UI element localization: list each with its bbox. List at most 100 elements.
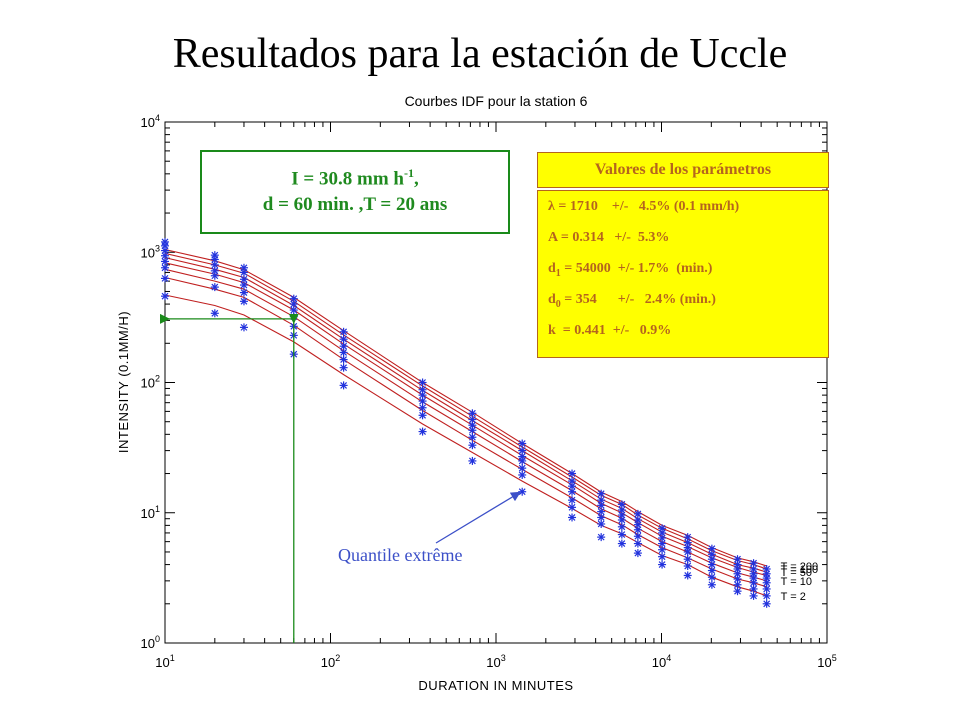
- observed-point: [239, 281, 248, 290]
- observed-point: [518, 439, 527, 448]
- parameters-header: Valores de los parámetros: [537, 152, 829, 188]
- observed-point: [418, 403, 427, 412]
- observed-point: [568, 469, 577, 478]
- observed-point: [749, 578, 758, 587]
- observed-point: [339, 355, 348, 364]
- observed-point: [658, 552, 667, 561]
- observed-point: [633, 532, 642, 541]
- observed-point: [518, 470, 527, 479]
- parameter-row: d1 = 54000 +/- 1.7% (min.): [548, 259, 828, 290]
- observed-point: [518, 487, 527, 496]
- observed-point: [568, 496, 577, 505]
- parameter-symbol: k: [548, 323, 556, 338]
- observed-point: [468, 426, 477, 435]
- slide-title: Resultados para la estación de Uccle: [172, 31, 788, 77]
- parameter-subscript: 1: [555, 267, 561, 279]
- observed-point: [683, 562, 692, 571]
- observed-point: [210, 260, 219, 269]
- observed-point: [597, 501, 606, 510]
- observed-point: [518, 456, 527, 465]
- observed-point: [762, 578, 771, 587]
- observed-point: [597, 533, 606, 542]
- observed-point: [658, 545, 667, 554]
- observed-point: [597, 519, 606, 528]
- observed-point: [683, 547, 692, 556]
- quantile-annotation: Quantile extrême: [338, 545, 463, 565]
- x-tick-label: 101: [155, 653, 174, 670]
- curve-legend-label: T = 10: [781, 576, 812, 588]
- observed-point: [239, 288, 248, 297]
- parameter-subscript: 0: [555, 298, 561, 310]
- curve-legend-label: T = 50: [781, 567, 812, 579]
- observed-point: [683, 555, 692, 564]
- curve-legend-label: T = 2: [781, 591, 806, 603]
- observed-point: [617, 511, 626, 520]
- observed-point: [339, 381, 348, 390]
- idf-curve: [164, 257, 767, 573]
- observed-point: [733, 587, 742, 596]
- observed-point: [210, 309, 219, 318]
- observed-point: [339, 342, 348, 351]
- observed-point: [617, 500, 626, 509]
- parameter-symbol: A: [548, 230, 558, 245]
- curve-legend-label: T = 100: [781, 564, 818, 576]
- parameter-value: = 0.441 +/- 0.9%: [555, 323, 672, 338]
- observed-point: [239, 268, 248, 277]
- observed-point: [239, 297, 248, 306]
- observed-point: [161, 251, 169, 260]
- idf-curve: [164, 262, 767, 577]
- observed-point: [239, 323, 248, 332]
- observed-point: [518, 464, 527, 473]
- intensity-comma: ,: [413, 168, 419, 190]
- observed-point: [468, 456, 477, 465]
- observed-point: [762, 584, 771, 593]
- x-axis-label: DURATION IN MINUTES: [418, 678, 573, 693]
- observed-point: [633, 549, 642, 558]
- idf-curve: [164, 248, 767, 567]
- observed-point: [707, 544, 716, 553]
- parameter-row: λ = 1710 +/- 4.5% (0.1 mm/h): [548, 197, 828, 228]
- idf-curves: [164, 248, 767, 597]
- parameter-symbol: d: [548, 292, 556, 307]
- observed-point: [161, 246, 169, 255]
- parameter-row: k = 0.441 +/- 0.9%: [548, 321, 828, 352]
- observed-point: [749, 591, 758, 600]
- intensity-exponent: -1: [403, 166, 414, 180]
- parameter-symbol: λ: [548, 199, 555, 214]
- parameter-value: = 1710 +/- 4.5% (0.1 mm/h): [554, 199, 740, 214]
- x-tick-label: 105: [817, 653, 836, 670]
- parameter-value: = 354 +/- 2.4% (min.): [560, 292, 716, 307]
- y-axis-label: INTENSITY (0.1MM/H): [116, 311, 131, 453]
- observed-point: [617, 539, 626, 548]
- x-tick-label: 102: [321, 653, 340, 670]
- observed-point: [762, 599, 771, 608]
- x-tick-label: 103: [486, 653, 505, 670]
- observed-point: [633, 539, 642, 548]
- y-tick-label: 100: [141, 634, 160, 651]
- y-tick-label: 101: [141, 504, 160, 521]
- observed-point: [617, 515, 626, 524]
- observed-point: [339, 363, 348, 372]
- x-tick-label: 104: [652, 653, 671, 670]
- observed-point: [707, 573, 716, 582]
- observed-point: [568, 487, 577, 496]
- example-duration-period: d = 60 min. ,T = 20 ans: [262, 194, 448, 216]
- idf-curve: [164, 276, 767, 588]
- idf-curve: [164, 252, 767, 570]
- curve-legend-label: T = 200: [781, 561, 818, 573]
- parameters-box: λ = 1710 +/- 4.5% (0.1 mm/h) A = 0.314 +/…: [537, 190, 829, 358]
- example-reading-box: I = 30.8 mm h-1, d = 60 min. ,T = 20 ans: [200, 150, 510, 234]
- observed-point: [418, 391, 427, 400]
- observed-point: [617, 530, 626, 539]
- observed-point: [418, 411, 427, 420]
- parameter-value: = 0.314 +/- 5.3%: [557, 230, 670, 245]
- observed-point: [707, 580, 716, 589]
- y-tick-label: 103: [141, 243, 160, 260]
- parameter-symbol: d: [548, 261, 556, 276]
- observed-point: [568, 477, 577, 486]
- idf-curve: [164, 268, 767, 582]
- chart-title: Courbes IDF pour la station 6: [405, 93, 588, 109]
- observed-point: [339, 327, 348, 336]
- parameter-row: A = 0.314 +/- 5.3%: [548, 228, 828, 259]
